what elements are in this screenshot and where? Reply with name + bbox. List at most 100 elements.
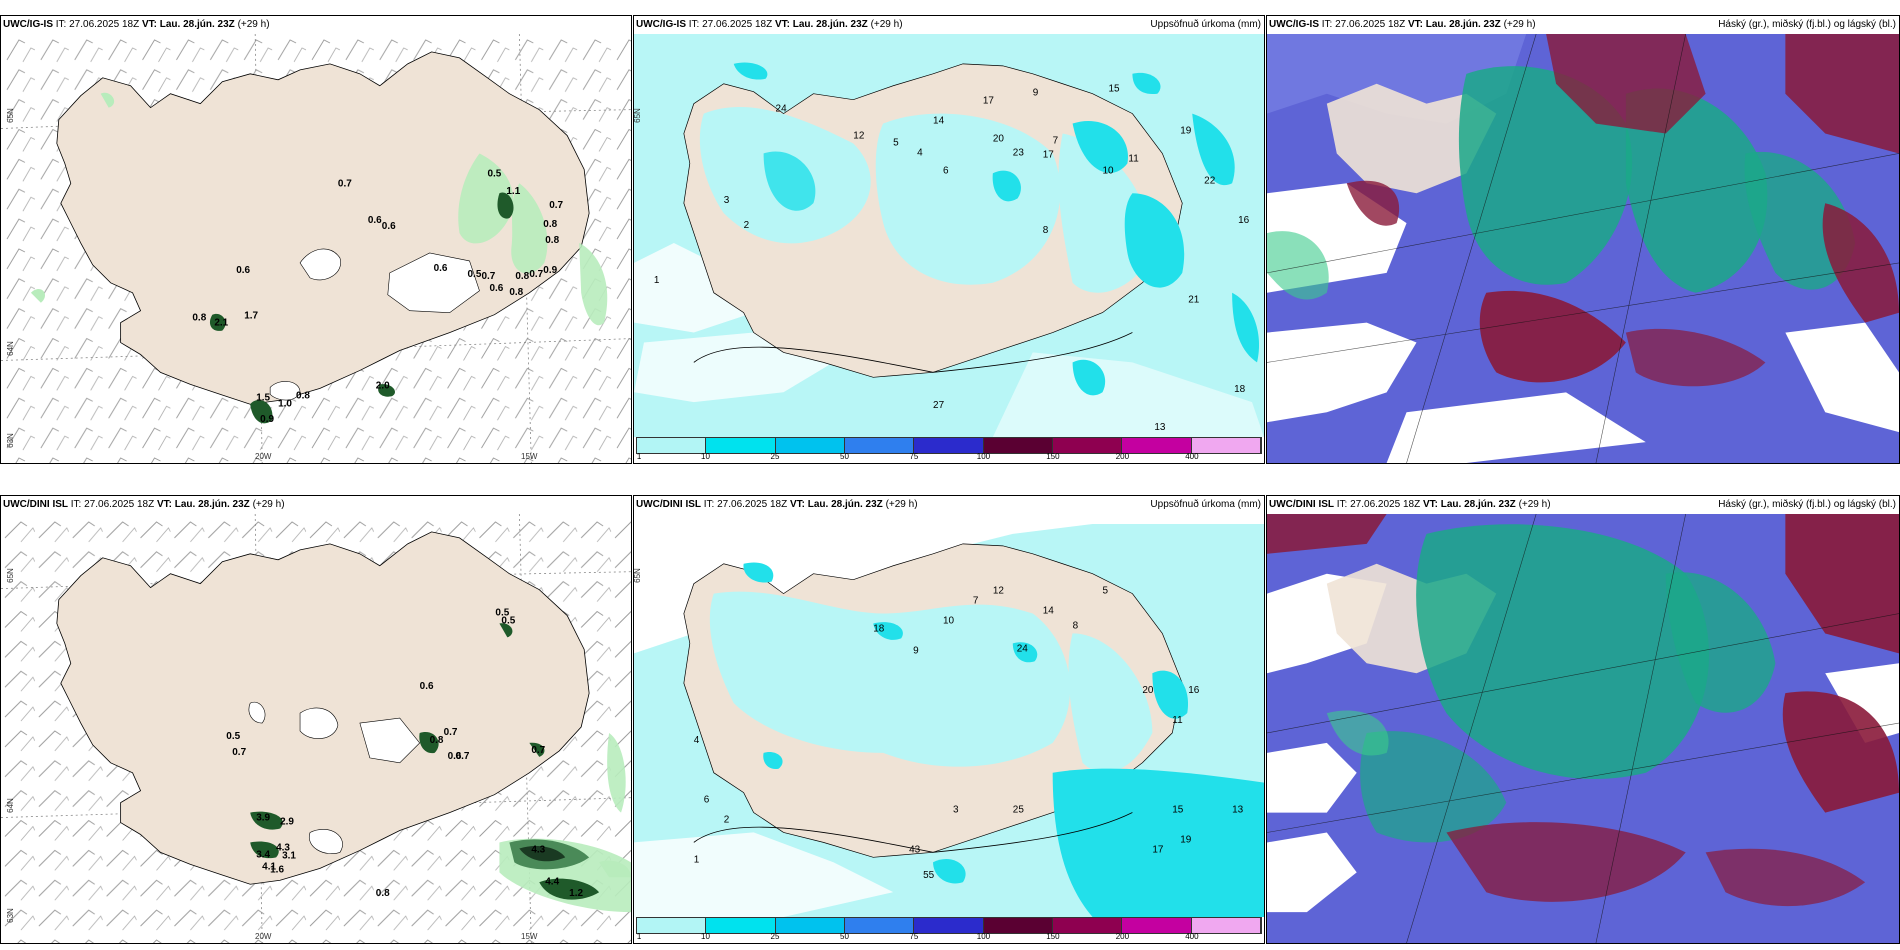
value-label: 1.5	[256, 392, 270, 403]
legend-tick: 150	[1046, 452, 1060, 461]
top-cloud-panel: UWC/IG-IS IT: 27.06.2025 18Z VT: Lau. 28…	[1266, 15, 1900, 464]
value-label: 4	[917, 147, 923, 158]
precip-map: 12 14 7 8 5 18 24 9 10 11 16 20 15 19 17…	[634, 514, 1264, 917]
value-label: 19	[1180, 126, 1192, 137]
value-label: 0.7	[481, 271, 495, 282]
value-label: 7	[1053, 135, 1059, 146]
legend-swatch	[775, 918, 845, 933]
value-label: 0.7	[456, 751, 470, 762]
value-label: 0.8	[296, 390, 310, 401]
value-label: 4.3	[531, 844, 545, 855]
precip-legend: 1 10 25 50 75 100 150 200 400	[636, 437, 1262, 461]
panel-right-title: Háský (gr.), miðský (fj.bl.) og lágský (…	[1718, 19, 1896, 30]
value-label: 1	[654, 275, 660, 286]
value-label: 3.9	[256, 813, 270, 824]
value-label: 2	[724, 814, 730, 825]
legend-tick: 1	[636, 452, 642, 461]
lat-label: 63N	[5, 433, 15, 448]
value-label: 13	[1154, 422, 1166, 433]
legend-swatch	[914, 438, 984, 453]
lat-label: 63N	[5, 908, 15, 923]
bottom-wind-panel: UWC/DINI ISL IT: 27.06.2025 18Z VT: Lau.…	[0, 495, 632, 944]
wind-map-svg: 0.5 0.5 0.6 0.5 0.7 0.7 0.8 0.6 0.7 0.7 …	[1, 514, 631, 943]
value-label: 2.9	[280, 817, 294, 828]
value-label: 4.3	[276, 842, 290, 853]
value-label: 15	[1108, 84, 1120, 95]
value-label: 55	[923, 870, 935, 881]
value-label: 0.6	[420, 681, 434, 692]
value-label: 18	[873, 623, 885, 634]
value-label: 1.1	[506, 186, 520, 197]
value-label: 0.8	[376, 888, 390, 899]
legend-tick: 400	[1185, 452, 1199, 461]
value-label: 0.7	[531, 745, 545, 756]
value-label: 20	[1142, 685, 1154, 696]
value-label: 17	[1152, 844, 1164, 855]
legend-swatch	[706, 438, 776, 453]
value-label: 8	[1043, 225, 1049, 236]
legend-swatch	[1052, 918, 1123, 933]
value-label: 11	[1172, 715, 1183, 726]
lat-label: 65N	[5, 568, 15, 583]
legend-tick: 75	[909, 452, 919, 461]
panel-right-title: Uppsöfnuð úrkoma (mm)	[1150, 19, 1261, 30]
panel-title: UWC/IG-IS IT: 27.06.2025 18Z VT: Lau. 28…	[1269, 19, 1536, 30]
value-label: 3.1	[282, 850, 296, 861]
value-label: 5	[1103, 586, 1109, 597]
value-label: 0.6	[448, 751, 462, 762]
value-label: 0.5	[501, 615, 515, 626]
value-label: 1.0	[278, 398, 292, 409]
lat-label: 65N	[633, 568, 642, 583]
value-label: 3.4	[256, 849, 270, 860]
value-label: 4	[694, 735, 700, 746]
value-label: 6	[704, 795, 710, 806]
legend-tick: 400	[1185, 932, 1199, 941]
legend-swatch	[637, 438, 707, 453]
value-label: 1.7	[244, 311, 258, 322]
lon-label: 20W	[255, 452, 272, 461]
lat-label: 64N	[5, 341, 15, 356]
legend-swatch	[844, 438, 915, 453]
wind-map: 0.5 0.5 0.6 0.5 0.7 0.7 0.8 0.6 0.7 0.7 …	[1, 514, 631, 943]
value-label: 2.0	[376, 380, 390, 391]
value-label: 0.8	[192, 313, 206, 324]
lat-label: 65N	[633, 108, 642, 123]
legend-tick: 200	[1115, 932, 1130, 941]
top-precip-panel: UWC/IG-IS IT: 27.06.2025 18Z VT: Lau. 28…	[633, 15, 1265, 464]
value-label: 0.6	[368, 215, 382, 226]
legend-swatch	[637, 918, 707, 933]
legend-swatch	[1122, 438, 1192, 453]
panel-right-title: Háský (gr.), miðský (fj.bl.) og lágský (…	[1718, 499, 1896, 510]
wind-values: 0.7 0.5 1.1 0.7 0.6 0.6 0.8 0.8 0.6 0.6 …	[192, 168, 563, 425]
lon-label: 15W	[521, 452, 538, 461]
value-label: 5	[893, 137, 899, 148]
legend-tick: 150	[1046, 932, 1060, 941]
value-label: 10	[943, 615, 955, 626]
lat-label: 64N	[5, 798, 15, 813]
precip-map-svg: 14 17 9 7 15 19 20 23 17 11 12 10 6 5 4 …	[634, 34, 1264, 437]
legend-swatch	[1122, 918, 1192, 933]
legend-swatch	[1191, 438, 1261, 453]
legend-tick: 1	[636, 932, 642, 941]
value-label: 43	[909, 844, 921, 855]
value-label: 1.2	[569, 888, 583, 899]
legend-tick: 50	[840, 932, 849, 941]
value-label: 3	[953, 805, 959, 816]
legend-swatch	[844, 918, 915, 933]
cloud-map-svg	[1267, 514, 1899, 943]
legend-tick: 25	[770, 932, 780, 941]
value-label: 17	[1043, 149, 1055, 160]
value-label: 17	[983, 96, 995, 107]
value-label: 0.7	[529, 269, 543, 280]
iceland-land	[56, 51, 590, 405]
precip-map: 14 17 9 7 15 19 20 23 17 11 12 10 6 5 4 …	[634, 34, 1264, 437]
precip-values: 14 17 9 7 15 19 20 23 17 11 12 10 6 5 4 …	[654, 84, 1250, 433]
value-label: 7	[973, 596, 979, 607]
value-label: 0.9	[260, 414, 274, 425]
value-label: 0.7	[444, 727, 458, 738]
value-label: 16	[1188, 685, 1200, 696]
cloud-map	[1267, 514, 1899, 943]
value-label: 14	[1043, 606, 1055, 617]
value-label: 0.8	[545, 235, 559, 246]
legend-tick: 10	[701, 932, 710, 941]
